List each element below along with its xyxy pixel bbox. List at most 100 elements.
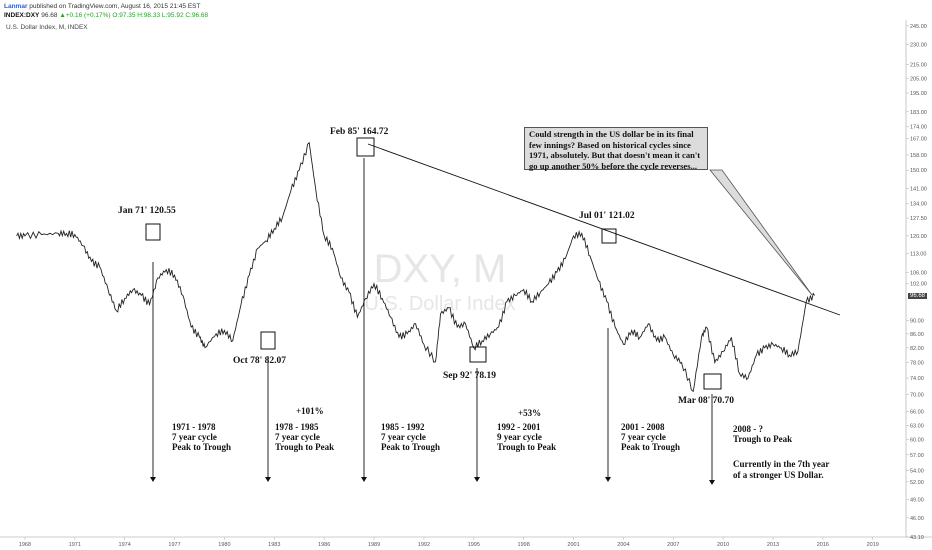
- x-tick-label: 2004: [617, 542, 629, 548]
- y-tick-label: 74.00: [910, 376, 924, 382]
- pct-gain-1: +101%: [296, 406, 324, 416]
- x-tick-label: 1995: [468, 542, 480, 548]
- x-tick-label: 1986: [318, 542, 330, 548]
- y-tick-label: 43.10: [910, 535, 924, 541]
- x-tick-label: 1980: [218, 542, 230, 548]
- last-price-tag: 96.68: [908, 293, 928, 299]
- y-tick-label: 120.00: [910, 234, 927, 240]
- cycle-6-line-1: 2008 - ?: [733, 424, 763, 434]
- x-tick-label: 1971: [69, 542, 81, 548]
- marker-box-sep92: [469, 346, 487, 363]
- y-tick-label: 215.00: [910, 62, 927, 68]
- y-tick-label: 167.00: [910, 137, 927, 143]
- price-series-line: [16, 141, 815, 393]
- y-tick-label: 63.00: [910, 423, 924, 429]
- y-tick-label: 183.00: [910, 110, 927, 116]
- x-tick-label: 2013: [767, 542, 779, 548]
- y-tick-label: 106.00: [910, 270, 927, 276]
- cycle-2-line-2: 7 year cycle: [275, 432, 320, 442]
- cycle-5-line-2: 7 year cycle: [621, 432, 666, 442]
- marker-box-feb85: [356, 137, 375, 157]
- y-tick-label: 205.00: [910, 76, 927, 82]
- y-tick-label: 174.00: [910, 125, 927, 131]
- cycle-4-line-1: 1992 - 2001: [497, 422, 541, 432]
- y-tick-label: 113.00: [910, 252, 926, 258]
- current-line-2: of a stronger US Dollar.: [733, 470, 824, 480]
- watermark-symbol: DXY, M: [374, 247, 507, 291]
- callout-box: Could strength in the US dollar be in it…: [524, 127, 708, 171]
- x-tick-label: 1983: [268, 542, 280, 548]
- marker-box-oct78: [260, 331, 276, 350]
- marker-box-jul01: [601, 228, 617, 244]
- y-tick-label: 141.00: [910, 186, 927, 192]
- cycle-1-line-1: 1971 - 1978: [172, 422, 216, 432]
- cycle-2-line-3: Trough to Peak: [275, 442, 334, 452]
- y-tick-label: 49.00: [910, 497, 924, 503]
- y-tick-label: 54.00: [910, 469, 924, 475]
- pct-gain-2: +53%: [518, 408, 541, 418]
- y-tick-label: 230.00: [910, 43, 927, 49]
- quote-value: 96.68: [41, 12, 58, 19]
- x-tick-label: 1974: [119, 542, 131, 548]
- y-tick-label: 60.00: [910, 438, 924, 444]
- y-tick-label: 134.00: [910, 201, 927, 207]
- cycle-3-line-3: Peak to Trough: [381, 442, 440, 452]
- y-tick-label: 82.00: [910, 346, 924, 352]
- y-tick-label: 70.00: [910, 392, 924, 398]
- cycle-2-line-1: 1978 - 1985: [275, 422, 319, 432]
- change-value: ▲+0.16 (+0.17%): [59, 12, 111, 19]
- y-tick-label: 78.00: [910, 361, 924, 367]
- y-tick-label: 57.00: [910, 453, 924, 459]
- x-tick-label: 2007: [667, 542, 679, 548]
- cycle-5-line-1: 2001 - 2008: [621, 422, 665, 432]
- label-jul01: Jul 01' 121.02: [579, 211, 635, 221]
- y-axis: 245.00 230.00 215.00 205.00 195.00 183.00 174.…: [906, 24, 927, 541]
- cycle-5-line-3: Peak to Trough: [621, 442, 680, 452]
- y-tick-label: 52.00: [910, 480, 924, 486]
- chart-header: Lanmar published on TradingView.com, Aug…: [4, 2, 208, 20]
- cycle-4-line-3: Trough to Peak: [497, 442, 556, 452]
- watermark-name: U.S. Dollar Index: [364, 293, 515, 315]
- y-tick-label: 102.00: [910, 282, 927, 288]
- x-tick-label: 1989: [368, 542, 380, 548]
- y-tick-label: 245.00: [910, 24, 927, 30]
- x-axis: 1968 1971 1974 1977 1980 1983 1986 1989 1992 1995…: [19, 537, 879, 548]
- y-tick-label: 86.00: [910, 332, 924, 338]
- chart-title: U.S. Dollar Index, M, INDEX: [6, 24, 88, 31]
- cycle-6-line-2: Trough to Peak: [733, 434, 792, 444]
- y-tick-label: 90.00: [910, 318, 924, 324]
- cycle-4-line-2: 9 year cycle: [497, 432, 542, 442]
- x-tick-label: 1998: [518, 542, 530, 548]
- publish-info: published on TradingView.com, August 16,…: [29, 3, 201, 10]
- y-tick-label: 127.50: [910, 216, 927, 222]
- label-jan71: Jan 71' 120.55: [118, 206, 176, 216]
- y-tick-label: 66.00: [910, 410, 924, 416]
- ohlc-values: O:97.35 H:98.33 L:95.92 C:96.68: [112, 12, 209, 19]
- current-line-1: Currently in the 7th year: [733, 459, 829, 469]
- author-name[interactable]: Lanmar: [4, 3, 28, 10]
- cycle-1-line-3: Peak to Trough: [172, 442, 231, 452]
- x-tick-label: 1977: [168, 542, 180, 548]
- y-tick-label: 158.00: [910, 153, 927, 159]
- callout-pointer: [709, 169, 813, 296]
- y-tick-label: 150.00: [910, 168, 927, 174]
- x-tick-label: 1992: [418, 542, 430, 548]
- x-tick-label: 2016: [817, 542, 829, 548]
- symbol-label: INDEX:DXY: [4, 12, 40, 19]
- y-tick-label: 46.00: [910, 516, 924, 522]
- cycle-3-line-2: 7 year cycle: [381, 432, 426, 442]
- label-oct78: Oct 78' 82.07: [233, 356, 286, 366]
- label-feb85: Feb 85' 164.72: [330, 127, 389, 137]
- x-tick-label: 2019: [867, 542, 879, 548]
- y-tick-label: 195.00: [910, 91, 927, 97]
- cycle-3-line-1: 1985 - 1992: [381, 422, 425, 432]
- cycle-1-line-2: 7 year cycle: [172, 432, 217, 442]
- marker-box-jan71: [145, 223, 161, 241]
- cycle-arrows: [150, 158, 715, 485]
- x-tick-label: 2001: [567, 542, 579, 548]
- marker-box-mar08: [703, 373, 722, 390]
- x-tick-label: 2010: [717, 542, 729, 548]
- label-mar08: Mar 08' 70.70: [678, 396, 734, 406]
